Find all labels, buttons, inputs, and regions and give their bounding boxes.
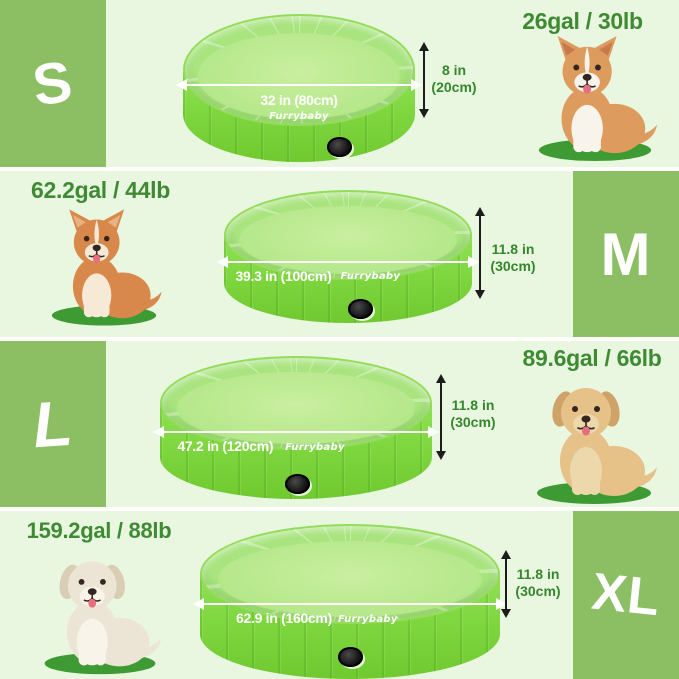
height-label-l: 11.8 in (30cm) bbox=[446, 397, 500, 431]
golden-retriever-photo bbox=[520, 375, 668, 505]
brand-logo: Furrybaby bbox=[285, 442, 345, 453]
brand-logo: Furrybaby bbox=[269, 111, 329, 122]
size-row-l: L 89.6gal / 66lb 47.2 in (120cm) Furryba… bbox=[0, 341, 679, 507]
height-value-metric: (30cm) bbox=[490, 257, 536, 274]
capacity-label-m: 62.2gal / 44lb bbox=[31, 177, 170, 203]
height-arrow-icon bbox=[436, 374, 446, 460]
corgi-photo bbox=[522, 34, 668, 162]
drain-valve-icon bbox=[338, 647, 363, 667]
pool-illustration-xl: 62.9 in (160cm) Furrybaby bbox=[193, 524, 507, 679]
diameter-arrow-icon bbox=[176, 79, 422, 91]
diameter-label-xl: 62.9 in (160cm) bbox=[236, 610, 332, 626]
height-arrow-icon bbox=[419, 42, 429, 118]
size-letter-m: M bbox=[600, 220, 652, 288]
size-badge-m: M bbox=[573, 171, 679, 337]
pool-illustration-m: 39.3 in (100cm) Furrybaby bbox=[217, 190, 479, 323]
labrador-photo bbox=[32, 547, 168, 677]
pool-interior bbox=[160, 356, 432, 450]
diameter-arrow-icon bbox=[153, 426, 439, 438]
height-value-metric: (30cm) bbox=[450, 413, 496, 430]
height-arrow-icon bbox=[475, 207, 485, 299]
pool-interior bbox=[224, 190, 472, 280]
pool-floor bbox=[218, 541, 482, 618]
size-letter-l: L bbox=[30, 386, 76, 462]
pool-floor bbox=[239, 205, 457, 274]
diameter-label-l: 47.2 in (120cm) bbox=[177, 438, 274, 454]
capacity-label-xl: 159.2gal / 88lb bbox=[26, 518, 172, 543]
height-value: 11.8 in bbox=[491, 241, 535, 257]
pool-illustration-l: 47.2 in (120cm) Furrybaby bbox=[153, 356, 439, 499]
pool-interior bbox=[200, 524, 500, 624]
size-letter-s: S bbox=[28, 48, 78, 119]
diameter-arrow-icon bbox=[193, 598, 507, 610]
size-badge-s: S bbox=[0, 0, 106, 167]
brand-logo: Furrybaby bbox=[340, 271, 401, 282]
height-value: 8 in bbox=[441, 62, 467, 78]
height-label-xl: 11.8 in (30cm) bbox=[511, 566, 565, 600]
height-value: 11.8 in bbox=[451, 397, 495, 413]
brand-logo: Furrybaby bbox=[338, 614, 398, 625]
size-row-s: S 26gal / 30lb 32 in (80cm) Furrybaby 8 … bbox=[0, 0, 679, 167]
size-row-xl: XL 159.2gal / 88lb 62.9 in (160cm) Furry… bbox=[0, 511, 679, 679]
capacity-label-l: 89.6gal / 66lb bbox=[522, 345, 662, 371]
height-value-metric: (20cm) bbox=[431, 78, 477, 95]
drain-valve-icon bbox=[348, 299, 373, 319]
height-label-s: 8 in (20cm) bbox=[428, 62, 480, 96]
height-arrow-icon bbox=[501, 550, 511, 618]
pool-interior bbox=[183, 14, 415, 126]
height-value: 11.8 in bbox=[516, 566, 560, 582]
pool-illustration-s: 32 in (80cm) Furrybaby bbox=[176, 14, 422, 162]
height-value-metric: (30cm) bbox=[515, 582, 561, 599]
size-letter-xl: XL bbox=[588, 562, 664, 628]
pool-floor bbox=[197, 33, 401, 119]
diameter-label-m: 39.3 in (100cm) bbox=[235, 268, 332, 284]
diameter-arrow-icon bbox=[217, 256, 479, 268]
drain-valve-icon bbox=[326, 137, 352, 157]
height-label-m: 11.8 in (30cm) bbox=[486, 241, 540, 275]
diameter-label-s: 32 in (80cm) bbox=[260, 92, 338, 108]
size-row-m: M 62.2gal / 44lb 39.3 in (100cm) Furryba… bbox=[0, 171, 679, 337]
drain-valve-icon bbox=[285, 474, 311, 494]
capacity-label-s: 26gal / 30lb bbox=[522, 8, 643, 34]
size-badge-xl: XL bbox=[573, 511, 679, 679]
shiba-inu-photo bbox=[40, 201, 168, 333]
size-badge-l: L bbox=[0, 341, 106, 507]
